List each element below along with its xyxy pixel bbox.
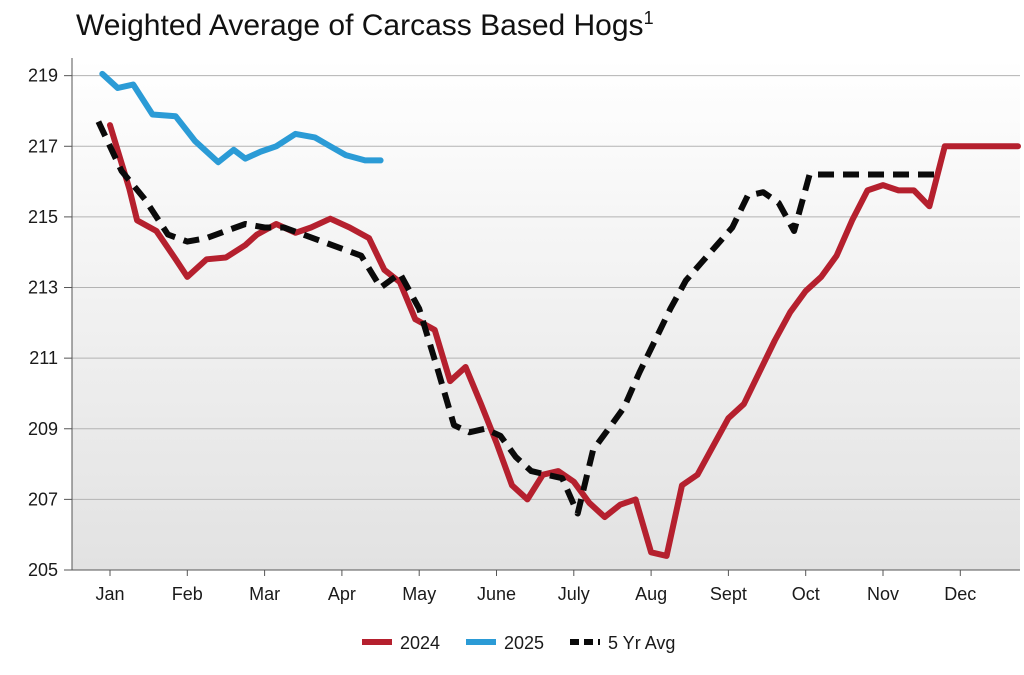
chart-title: Weighted Average of Carcass Based Hogs1 — [76, 8, 654, 42]
x-tick-label: Nov — [867, 584, 899, 604]
y-tick-label: 219 — [28, 66, 58, 86]
plot-background — [72, 58, 1020, 570]
y-tick-label: 209 — [28, 419, 58, 439]
x-tick-label: Dec — [944, 584, 976, 604]
x-tick-label: Aug — [635, 584, 667, 604]
y-tick-label: 207 — [28, 489, 58, 509]
x-tick-label: Apr — [328, 584, 356, 604]
legend-label: 2024 — [400, 633, 440, 653]
y-tick-label: 213 — [28, 278, 58, 298]
x-tick-label: Jan — [95, 584, 124, 604]
x-tick-label: Feb — [172, 584, 203, 604]
x-tick-label: May — [402, 584, 436, 604]
x-tick-label: Oct — [792, 584, 820, 604]
title-superscript: 1 — [643, 8, 654, 28]
y-tick-label: 205 — [28, 560, 58, 580]
x-tick-label: Sept — [710, 584, 747, 604]
series-line-5-yr-avg — [95, 120, 941, 517]
y-tick-label: 217 — [28, 136, 58, 156]
x-tick-label: June — [477, 584, 516, 604]
legend-label: 2025 — [504, 633, 544, 653]
y-tick-label: 215 — [28, 207, 58, 227]
x-tick-label: July — [558, 584, 590, 604]
series-line-2025 — [99, 70, 384, 166]
legend-label: 5 Yr Avg — [608, 633, 675, 653]
x-tick-label: Mar — [249, 584, 280, 604]
y-tick-label: 211 — [29, 348, 58, 368]
